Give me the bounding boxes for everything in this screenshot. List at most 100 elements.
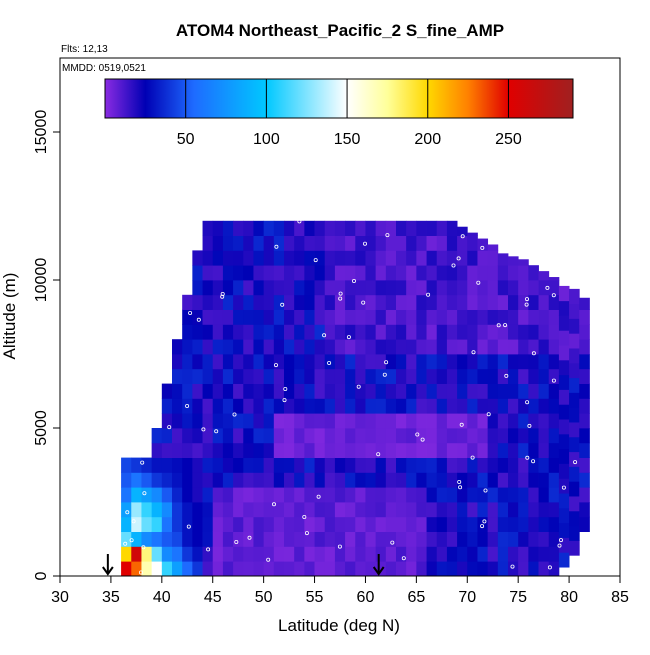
heatmap-cell	[426, 428, 438, 444]
heatmap-cell	[375, 398, 387, 414]
heatmap-cell	[304, 250, 315, 266]
heatmap-cell	[263, 546, 275, 562]
heatmap-cell	[416, 546, 427, 562]
heatmap-cell	[263, 294, 275, 310]
heatmap-cell	[192, 457, 203, 473]
heatmap-cell	[477, 428, 489, 444]
heatmap-cell	[284, 250, 295, 266]
heatmap-cell	[284, 413, 295, 429]
heatmap-cell	[243, 428, 254, 444]
heatmap-cell	[355, 516, 366, 532]
heatmap-cell	[192, 413, 203, 429]
heatmap-cell	[355, 280, 366, 296]
heatmap-cell	[243, 561, 254, 577]
heatmap-cell	[497, 428, 509, 444]
heatmap-cell	[202, 472, 214, 488]
heatmap-cell	[365, 428, 377, 444]
heatmap-cell	[334, 502, 346, 518]
heatmap-cell	[569, 318, 580, 334]
heatmap-cell	[426, 294, 438, 310]
heatmap-cell	[528, 368, 539, 384]
sample-point	[338, 291, 343, 296]
heatmap-cell	[508, 339, 519, 355]
heatmap-cell	[172, 472, 183, 488]
heatmap-cell	[477, 442, 489, 458]
heatmap-cell	[548, 368, 560, 384]
heatmap-cell	[151, 531, 163, 547]
sample-point	[131, 519, 136, 524]
heatmap-cell	[263, 383, 275, 399]
heatmap-cell	[467, 339, 478, 355]
heatmap-cell	[222, 457, 234, 473]
heatmap-cell	[222, 368, 234, 384]
heatmap-cell	[304, 339, 315, 355]
heatmap-cell	[294, 235, 305, 251]
heatmap-cell	[182, 368, 193, 384]
sample-point	[470, 455, 475, 460]
heatmap-cell	[182, 487, 193, 503]
heatmap-cell	[518, 294, 529, 310]
heatmap-cell	[284, 502, 295, 518]
heatmap-cell	[284, 472, 295, 488]
heatmap-cell	[579, 487, 590, 503]
heatmap-cell	[457, 442, 468, 458]
curtain-heatmap	[121, 220, 590, 577]
heatmap-cell	[202, 546, 214, 562]
heatmap-cell	[121, 561, 132, 577]
heatmap-cell	[436, 235, 448, 251]
heatmap-cell	[222, 324, 234, 340]
heatmap-cell	[508, 398, 519, 414]
heatmap-cell	[121, 472, 132, 488]
heatmap-cell	[253, 487, 265, 503]
heatmap-cell	[314, 250, 326, 266]
heatmap-cell	[487, 472, 499, 488]
heatmap-cell	[406, 309, 417, 325]
heatmap-cell	[263, 561, 275, 577]
heatmap-cell	[508, 280, 519, 296]
heatmap-cell	[233, 235, 244, 251]
heatmap-cell	[487, 244, 499, 251]
heatmap-cell	[314, 339, 326, 355]
sample-point	[129, 538, 134, 543]
sample-point	[141, 545, 146, 550]
heatmap-cell	[548, 561, 560, 577]
heatmap-cell	[182, 516, 193, 532]
heatmap-cell	[385, 546, 397, 562]
heatmap-cell	[294, 309, 305, 325]
heatmap-cell	[548, 354, 560, 370]
heatmap-cell	[396, 235, 407, 251]
heatmap-cell	[192, 383, 203, 399]
colorbar-tick-label: 200	[414, 131, 441, 148]
heatmap-cell	[182, 472, 193, 488]
heatmap-cell	[375, 428, 387, 444]
heatmap-cell	[243, 354, 254, 370]
heatmap-cell	[212, 265, 224, 281]
heatmap-cell	[314, 354, 326, 370]
heatmap-cell	[365, 502, 377, 518]
heatmap-cell	[518, 354, 529, 370]
heatmap-cell	[202, 531, 214, 547]
heatmap-cell	[477, 502, 489, 518]
heatmap-cell	[182, 398, 193, 414]
heatmap-cell	[508, 442, 519, 458]
heatmap-cell	[446, 235, 458, 251]
heatmap-cell	[446, 383, 458, 399]
heatmap-cell	[406, 516, 417, 532]
heatmap-cell	[161, 502, 173, 518]
heatmap-cell	[192, 531, 203, 547]
heatmap-cell	[497, 280, 509, 296]
heatmap-cell	[131, 561, 142, 577]
heatmap-cell	[477, 368, 489, 384]
sample-point	[480, 245, 485, 250]
heatmap-cell	[222, 531, 234, 547]
heatmap-cell	[426, 250, 438, 266]
heatmap-cell	[396, 339, 407, 355]
heatmap-cell	[518, 413, 529, 429]
heatmap-cell	[416, 383, 427, 399]
dates-label: MMDD: 0519,0521	[62, 63, 146, 74]
heatmap-cell	[304, 220, 315, 236]
heatmap-cell	[406, 546, 417, 562]
heatmap-cell	[222, 546, 234, 562]
sample-point	[338, 296, 343, 301]
